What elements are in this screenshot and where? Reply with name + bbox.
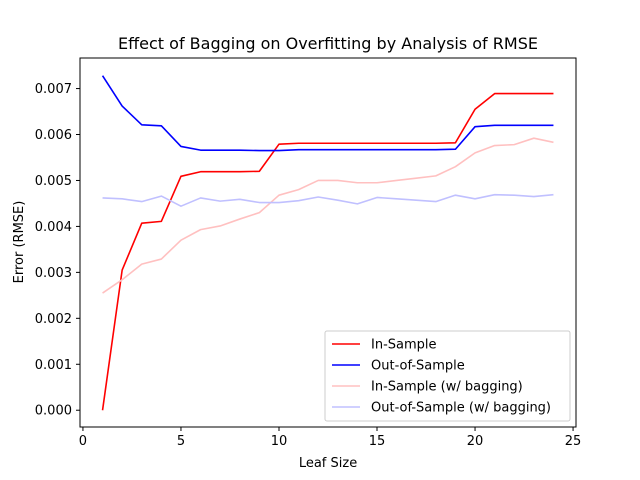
- x-axis-label: Leaf Size: [299, 456, 357, 471]
- y-axis-ticks: 0.000 0.001 0.002 0.003 0.004 0.005 0.006 0.007: [35, 82, 80, 419]
- y-tick-label: 0.005: [35, 174, 72, 189]
- x-tick-label: 15: [369, 434, 386, 449]
- x-tick-label: 25: [565, 434, 582, 449]
- chart-title: Effect of Bagging on Overfitting by Anal…: [118, 34, 538, 53]
- x-tick-label: 5: [177, 434, 185, 449]
- x-tick-label: 0: [79, 434, 87, 449]
- x-tick-label: 10: [271, 434, 288, 449]
- y-tick-label: 0.004: [35, 220, 72, 235]
- y-tick-label: 0.007: [35, 82, 72, 97]
- series-line-1: [101, 92, 554, 411]
- y-tick-label: 0.006: [35, 128, 72, 143]
- legend-label: In-Sample (w/ bagging): [371, 380, 523, 395]
- series-layer: [101, 75, 554, 411]
- plot-frame: [79, 57, 577, 428]
- series-line-4: [102, 193, 554, 207]
- y-tick-label: 0.002: [35, 312, 72, 327]
- legend-label: Out-of-Sample (w/ bagging): [371, 401, 551, 416]
- y-tick-label: 0.001: [35, 358, 72, 373]
- legend-label: Out-of-Sample: [371, 359, 465, 374]
- legend-label: In-Sample: [371, 338, 437, 353]
- y-axis-label: Error (RMSE): [12, 201, 27, 284]
- legend: In-Sample Out-of-Sample In-Sample (w/ bagg…: [324, 330, 571, 422]
- legend-box: [324, 330, 571, 422]
- x-axis-ticks: 0 5 10 15 20 25: [79, 427, 582, 449]
- series-line-3: [102, 137, 554, 294]
- y-tick-label: 0.003: [35, 266, 72, 281]
- x-tick-label: 20: [467, 434, 484, 449]
- series-line-2: [101, 75, 554, 152]
- legend-items: In-Sample Out-of-Sample In-Sample (w/ bagg…: [332, 338, 551, 416]
- y-tick-label: 0.000: [35, 404, 72, 419]
